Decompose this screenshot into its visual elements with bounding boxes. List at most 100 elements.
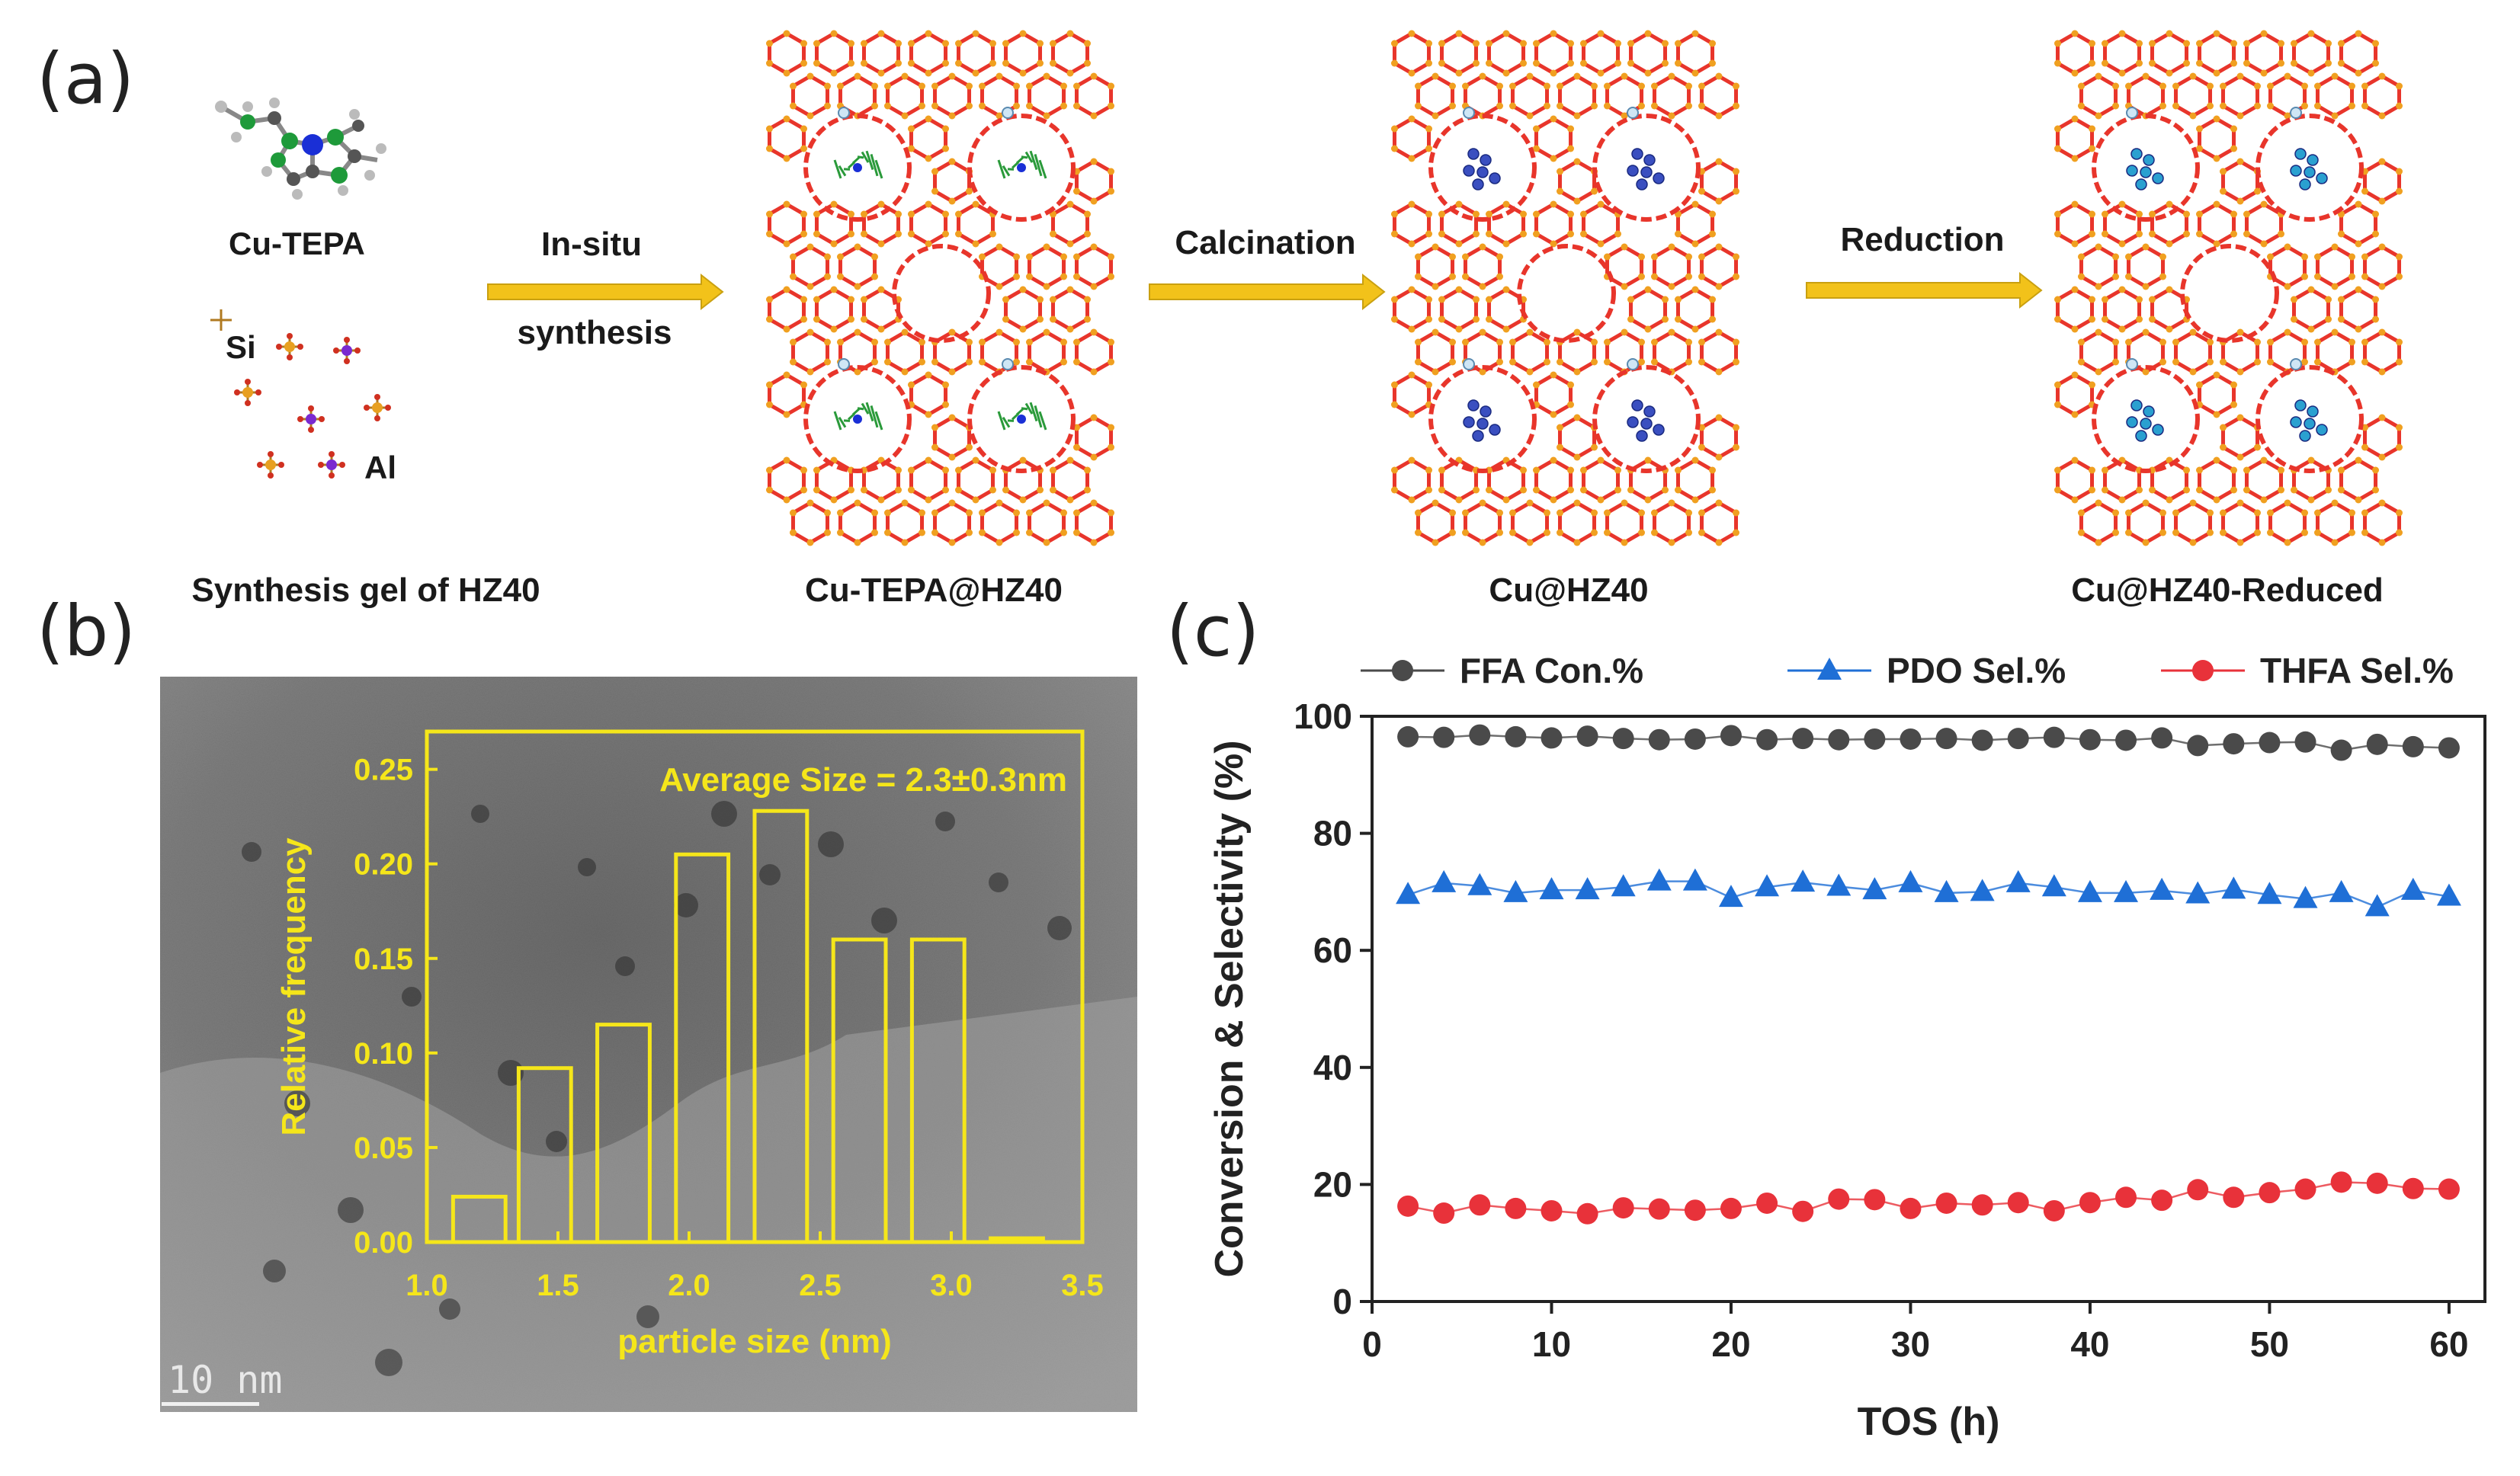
framework-node: [901, 368, 909, 376]
framework-node: [1550, 411, 1557, 418]
framework-node: [1037, 40, 1044, 47]
framework-ring: [1439, 202, 1479, 246]
data-point: [2330, 1171, 2352, 1193]
framework-node: [1461, 273, 1469, 280]
framework-node: [1526, 72, 1534, 80]
framework-node: [836, 529, 844, 536]
framework-node: [1573, 499, 1581, 507]
data-point: [1539, 877, 1564, 900]
framework-node: [2260, 69, 2268, 77]
data-point: [1684, 728, 1706, 750]
framework-node: [2089, 230, 2096, 238]
framework-node: [895, 466, 903, 474]
framework-node: [2183, 210, 2191, 218]
framework-node: [895, 210, 903, 218]
framework-node: [2189, 539, 2197, 546]
data-point: [1505, 725, 1527, 748]
cu-particle: [1631, 399, 1643, 411]
framework-node: [2071, 496, 2079, 504]
framework-node: [1485, 296, 1492, 303]
framework-node: [2195, 381, 2203, 389]
framework-node: [1072, 187, 1080, 195]
framework-node: [2077, 509, 2085, 517]
framework-node: [1550, 371, 1557, 379]
framework-node: [824, 338, 832, 346]
framework-node: [1644, 325, 1652, 333]
framework-node: [1532, 381, 1540, 389]
framework-node: [2089, 40, 2096, 47]
tepa-bond: [851, 156, 861, 165]
framework-node: [907, 125, 915, 133]
framework-ring: [2244, 31, 2284, 75]
data-point: [1432, 869, 1457, 892]
data-point: [1682, 868, 1707, 891]
framework-ring: [956, 202, 995, 246]
tepa-bond: [861, 402, 870, 415]
framework-node: [2219, 358, 2227, 366]
framework-node: [2266, 509, 2274, 517]
tepa-bond: [843, 168, 851, 171]
framework-node: [1614, 59, 1622, 67]
framework-node: [1621, 499, 1628, 507]
framework-node: [1556, 509, 1563, 517]
framework-node: [1550, 456, 1557, 464]
framework-node: [2254, 82, 2262, 90]
framework-node: [1473, 210, 1480, 218]
framework-ring: [2362, 330, 2402, 374]
framework-ring: [2244, 202, 2284, 246]
acid-site: [1627, 358, 1639, 370]
framework-node: [1591, 509, 1598, 517]
framework-node: [1432, 283, 1439, 290]
cu-particle: [1476, 418, 1489, 430]
framework-node: [1043, 72, 1050, 80]
framework-node: [1698, 102, 1705, 110]
framework-node: [1567, 486, 1575, 494]
framework-node: [995, 72, 1003, 80]
framework-node: [1674, 296, 1682, 303]
framework-node: [1473, 296, 1480, 303]
framework-node: [1060, 529, 1068, 536]
framework-ring: [2079, 74, 2118, 118]
framework-node: [1060, 82, 1068, 90]
framework-node: [2307, 286, 2315, 293]
cu-particle: [2140, 418, 2152, 430]
framework-ring: [885, 330, 925, 374]
framework-node: [1597, 456, 1605, 464]
size-histogram: 1.0 1.5 2.0 2.5 3.0 3.5 0.00 0.05 0.10 0.15 0.20 0.…: [275, 729, 1104, 1360]
framework-node: [2124, 509, 2132, 517]
framework-node: [972, 69, 979, 77]
framework-ring: [1392, 31, 1432, 75]
framework-node: [1479, 283, 1486, 290]
legend-marker: [1817, 658, 1842, 680]
framework-node: [1520, 210, 1528, 218]
histogram-x-label: particle size (nm): [617, 1323, 891, 1360]
framework-node: [948, 414, 956, 421]
framework-node: [2213, 456, 2220, 464]
framework-ring: [932, 159, 972, 203]
framework-node: [2112, 338, 2120, 346]
framework-node: [1709, 230, 1717, 238]
data-point: [2366, 1172, 2388, 1194]
framework-ring: [1557, 159, 1597, 203]
tem-particle: [284, 1090, 310, 1116]
framework-node: [2118, 286, 2126, 293]
framework-node: [2118, 325, 2126, 333]
framework-node: [2183, 230, 2191, 238]
framework-node: [2159, 358, 2167, 366]
framework-node: [1502, 30, 1510, 37]
data-point: [1898, 869, 1923, 892]
framework-ring: [2315, 501, 2355, 545]
framework-node: [2236, 539, 2244, 546]
framework-node: [2361, 338, 2368, 346]
acid-site: [1463, 358, 1475, 370]
framework-node: [2089, 466, 2096, 474]
framework-node: [1715, 158, 1723, 165]
framework-node: [1709, 59, 1717, 67]
framework-node: [2142, 328, 2150, 336]
arrow-1-top-label: In-situ: [541, 226, 642, 263]
framework-node: [1108, 82, 1115, 90]
framework-node: [972, 200, 979, 208]
data-point: [1900, 728, 1922, 750]
framework-ring: [1557, 501, 1597, 545]
framework-node: [1013, 82, 1021, 90]
